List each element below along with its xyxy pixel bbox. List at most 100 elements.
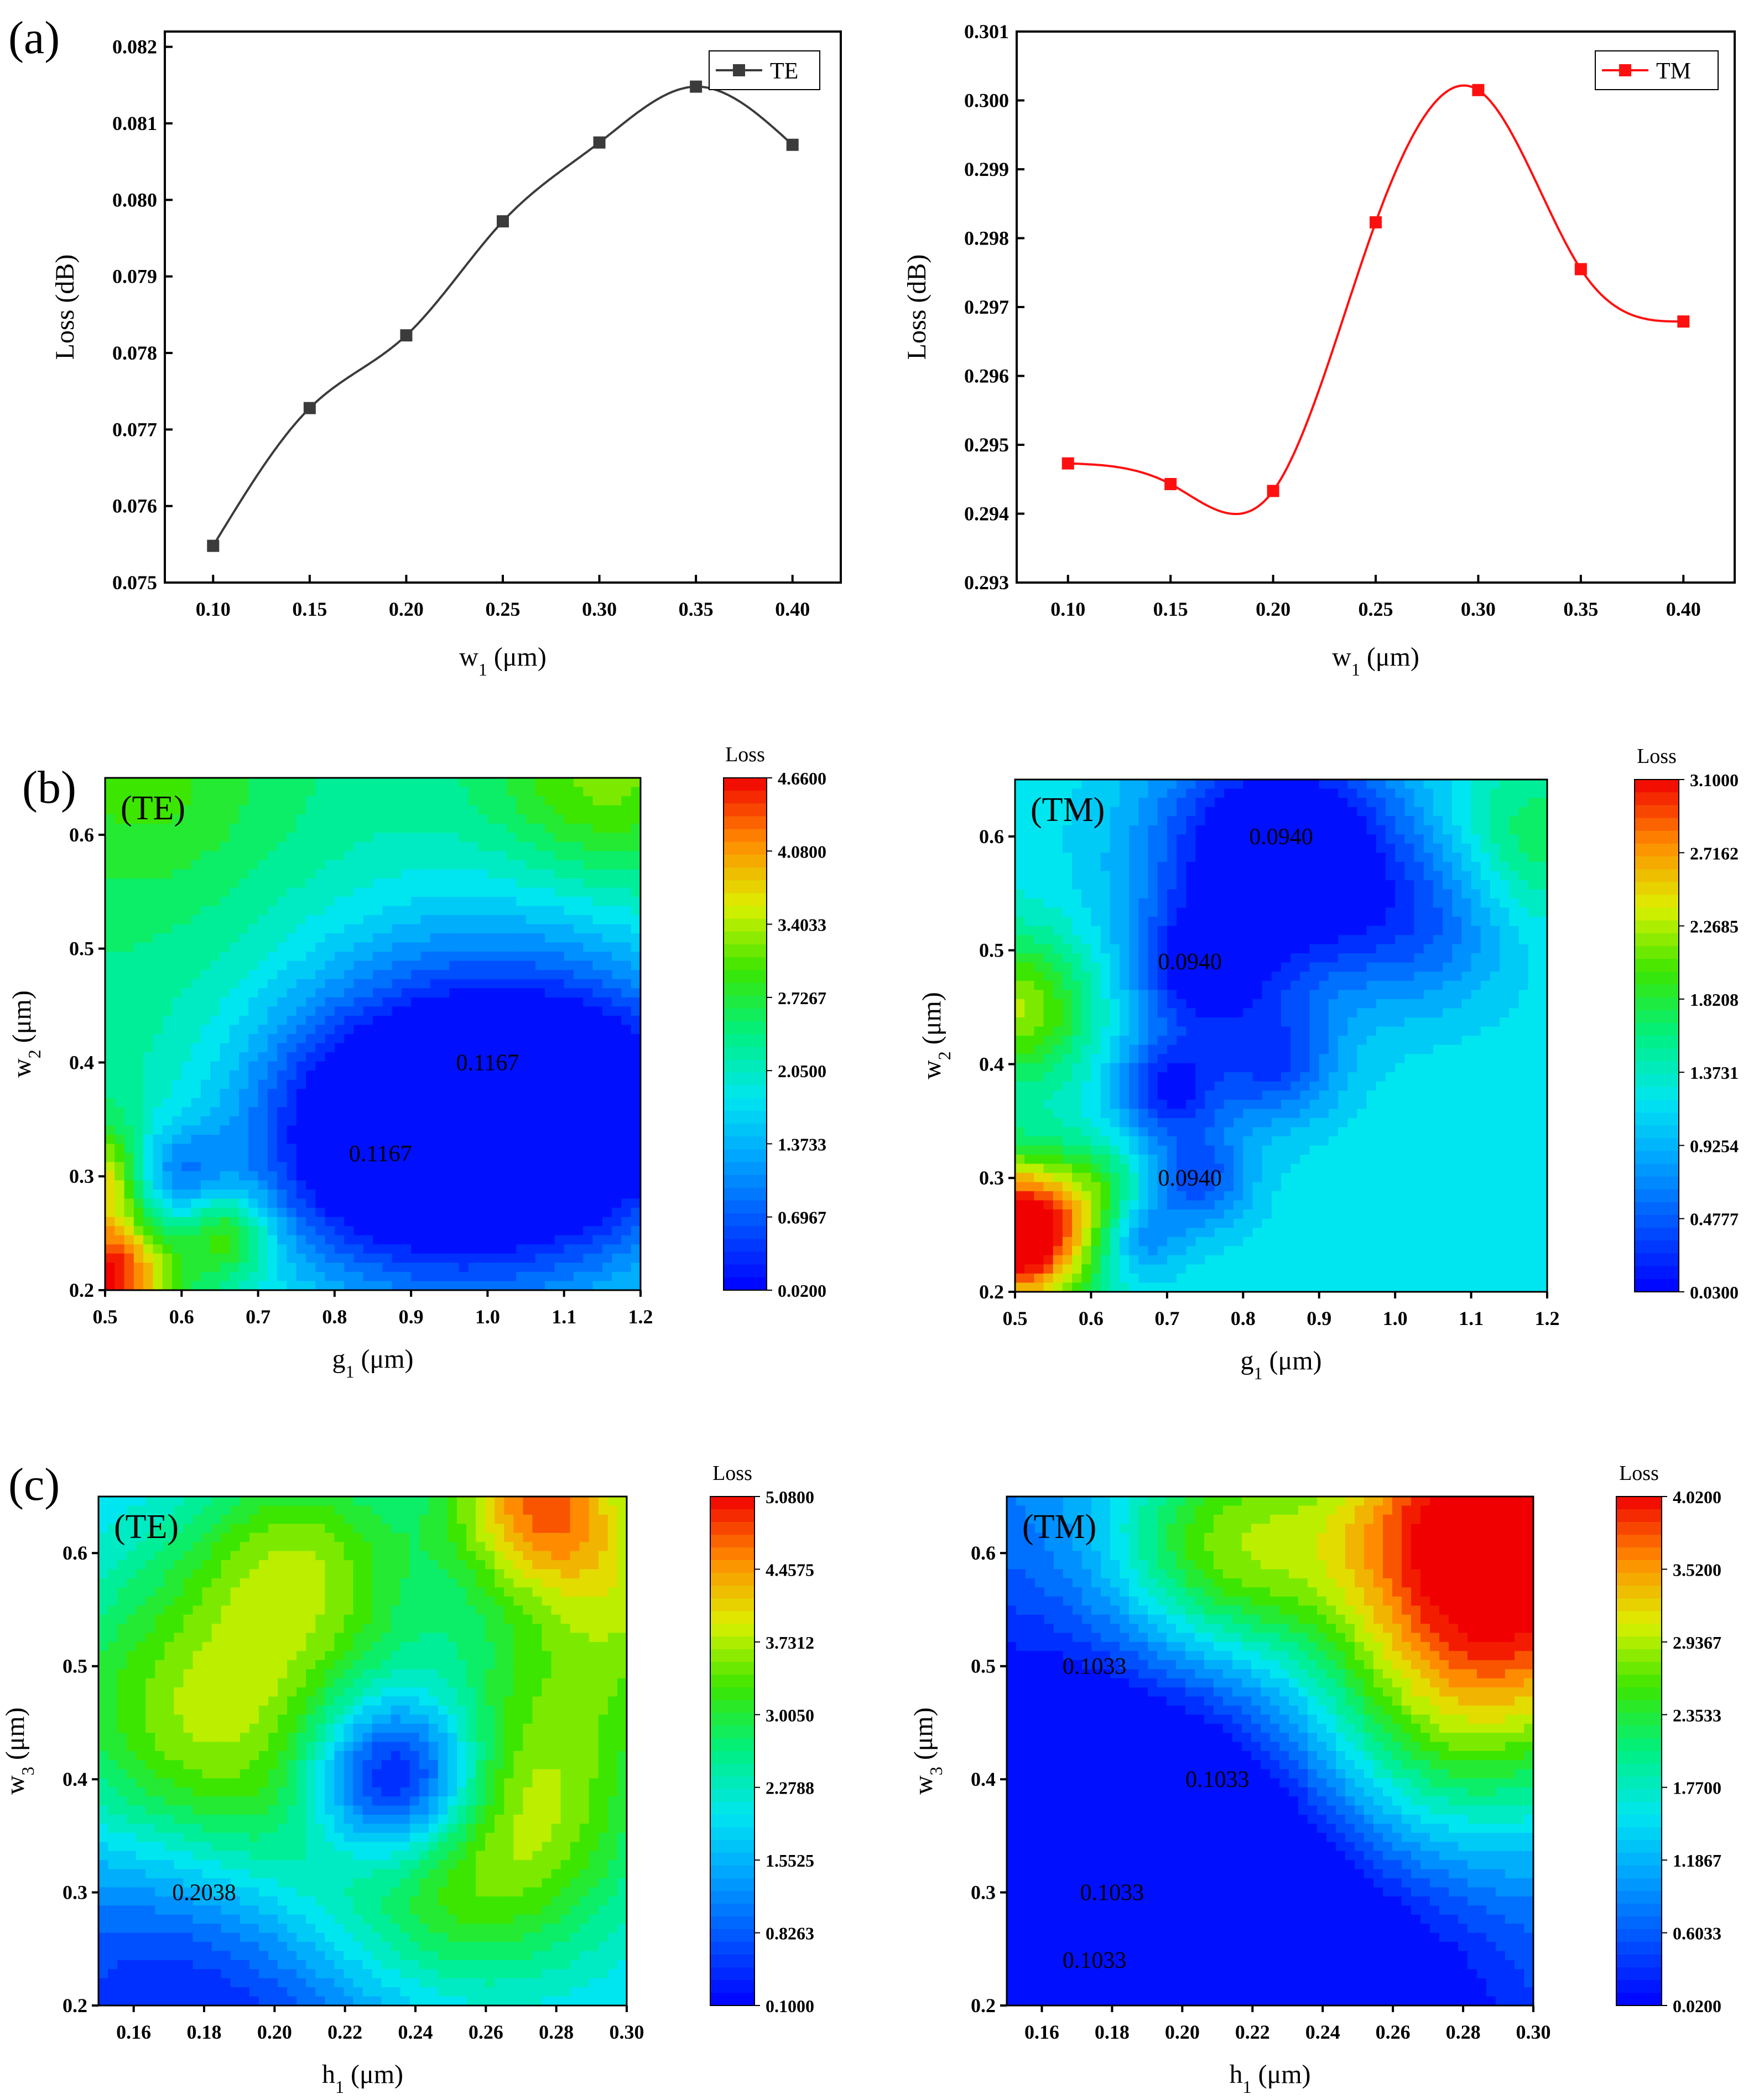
contour-cell (1271, 1017, 1282, 1027)
contour-cell (440, 1217, 450, 1227)
contour-cell (363, 1144, 373, 1154)
contour-cell (325, 778, 335, 788)
contour-cell (1205, 1228, 1215, 1238)
contour-cell (229, 1006, 240, 1016)
contour-cell (1129, 1209, 1139, 1219)
contour-cell (162, 841, 173, 851)
contour-cell (612, 960, 622, 970)
contour-cell (220, 1198, 230, 1208)
contour-cell (1110, 971, 1120, 981)
contour-cell (574, 1098, 584, 1108)
contour-cell (200, 1281, 211, 1291)
contour-cell (1186, 990, 1196, 1000)
contour-cell (239, 979, 249, 989)
contour-cell (631, 1180, 641, 1190)
contour-cell (191, 1253, 201, 1263)
contour-cell (602, 778, 612, 788)
contour-cell (373, 814, 383, 824)
contour-cell (1195, 953, 1206, 963)
contour-cell (200, 1152, 211, 1163)
contour-cell (392, 1271, 402, 1282)
contour-cell (592, 997, 603, 1007)
contour-cell (1110, 1063, 1120, 1073)
contour-cell (1024, 1236, 1034, 1246)
contour-cell (449, 833, 460, 843)
contour-cell (191, 1134, 201, 1145)
contour-cell (258, 1171, 268, 1181)
contour-cell (1186, 1008, 1196, 1018)
contour-cell (258, 1061, 268, 1071)
contour-cell (516, 778, 527, 788)
contour-cell (277, 906, 288, 916)
contour-cell (1148, 1072, 1158, 1082)
contour-cell (1110, 825, 1120, 835)
contour-cell (631, 878, 641, 889)
contour-cell (229, 1061, 240, 1071)
contour-cell (267, 860, 278, 870)
contour-cell (353, 1079, 364, 1089)
contour-cell (420, 1144, 431, 1154)
contour-cell (325, 1015, 335, 1026)
contour-cell (1234, 1136, 1243, 1146)
contour-cell (420, 933, 431, 943)
contour-cell (1167, 944, 1177, 954)
contour-cell (296, 1253, 306, 1263)
contour-cell (306, 1171, 316, 1181)
contour-cell (1138, 1026, 1149, 1036)
contour-cell (1167, 1008, 1177, 1018)
contour-cell (1252, 1054, 1263, 1064)
contour-cell (325, 787, 335, 797)
contour-cell (143, 1061, 154, 1071)
contour-cell (621, 1125, 632, 1135)
contour-cell (612, 906, 622, 916)
contour-cell (1167, 834, 1177, 844)
contour-cell (334, 1217, 345, 1227)
contour-cell (1138, 1136, 1149, 1146)
contour-cell (1110, 780, 1120, 789)
contour-cell (1024, 1173, 1034, 1183)
contour-cell (459, 1034, 469, 1044)
contour-cell (1138, 980, 1149, 990)
contour-cell (574, 823, 584, 833)
contour-cell (1129, 1255, 1139, 1265)
contour-cell (440, 1152, 450, 1163)
contour-cell (258, 1116, 268, 1126)
contour-cell (1243, 1109, 1253, 1119)
contour-cell (267, 778, 278, 788)
contour-cell (525, 979, 536, 989)
contour-cell (497, 1180, 507, 1190)
contour-cell (210, 933, 221, 943)
contour-cell (564, 1134, 574, 1145)
contour-cell (315, 960, 326, 970)
contour-cell (1081, 1273, 1092, 1284)
contour-cell (392, 1098, 402, 1108)
contour-cell (1024, 1072, 1034, 1082)
contour-cell (191, 1244, 201, 1254)
contour-cell (621, 887, 632, 897)
contour-cell (592, 1180, 603, 1190)
contour-cell (449, 988, 460, 998)
contour-cell (1157, 1182, 1168, 1192)
contour-cell (1262, 1264, 1272, 1274)
contour-cell (115, 1281, 125, 1291)
contour-cell (535, 1198, 545, 1208)
contour-cell (497, 787, 507, 797)
contour-cell (1119, 944, 1130, 954)
contour-cell (1091, 980, 1101, 990)
contour-cell (392, 924, 402, 934)
contour-cell (602, 988, 612, 998)
contour-cell (1281, 1182, 1291, 1192)
contour-cell (392, 1208, 402, 1218)
contour-cell (344, 1271, 355, 1282)
contour-cell (468, 1244, 478, 1254)
contour-cell (239, 1025, 249, 1035)
contour-cell (564, 1089, 574, 1099)
contour-cell (1024, 1026, 1034, 1036)
contour-cell (1148, 871, 1158, 881)
contour-cell (583, 841, 594, 851)
contour-cell (592, 1079, 603, 1089)
contour-cell (487, 851, 498, 861)
contour-cell (334, 1144, 345, 1154)
contour-cell (277, 1217, 288, 1227)
contour-cell (592, 796, 603, 806)
